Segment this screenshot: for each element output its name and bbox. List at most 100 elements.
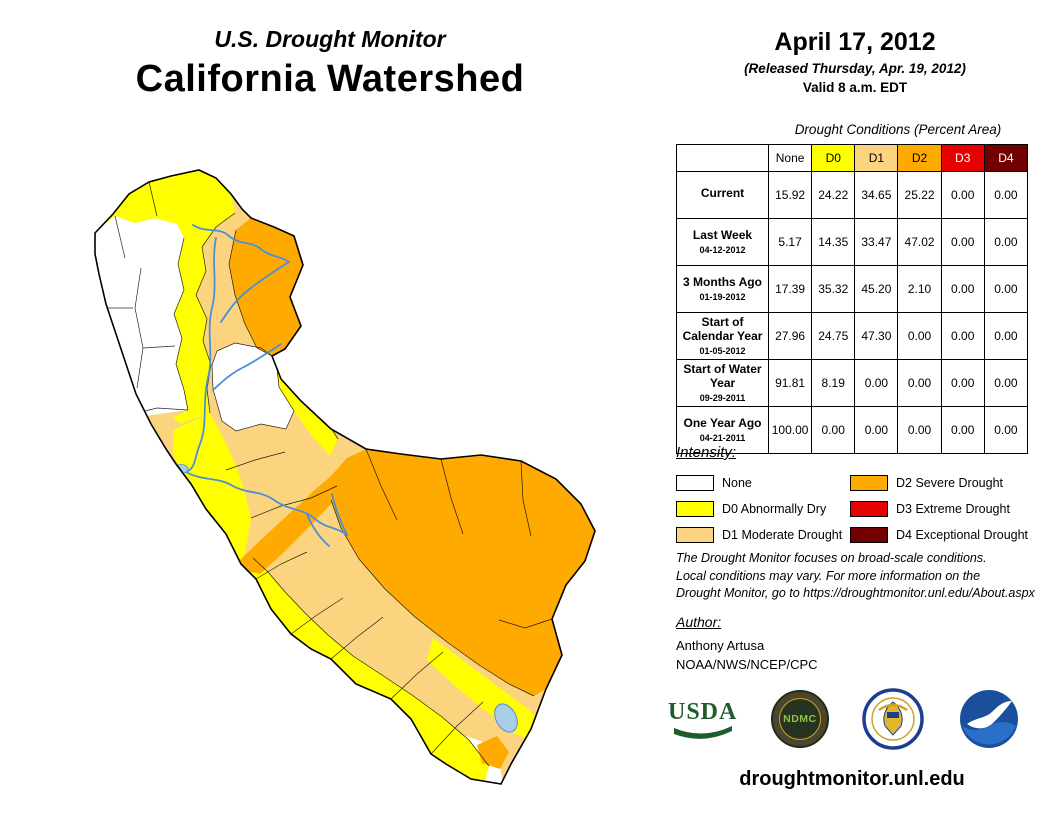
ndmc-logo-ring: NDMC [770,690,829,748]
map-region-none-central [212,343,294,431]
row-label: Current [676,171,769,219]
legend-label: None [722,476,752,490]
value-cell: 24.22 [811,171,856,219]
value-cell: 0.00 [940,359,985,407]
value-cell: 0.00 [983,218,1029,266]
legend-swatch [850,501,888,517]
legend-swatch [850,475,888,491]
ndmc-logo: NDMC [770,690,829,748]
date-block: April 17, 2012 (Released Thursday, Apr. … [690,28,1020,95]
author-block: Author: Anthony Artusa NOAA/NWS/NCEP/CPC [676,614,1006,675]
footer-url: droughtmonitor.unl.edu [739,768,965,790]
column-header-none: None [767,144,813,172]
river-sacramento [185,237,217,473]
river-sierra-tributary-2 [306,513,330,547]
map-region-d2-northeast [229,218,303,356]
san-francisco-bay [173,464,189,474]
value-cell: 34.65 [854,171,899,219]
legend-swatch [676,501,714,517]
usda-logo: USDA [668,700,737,739]
value-cell: 0.00 [983,265,1029,313]
map-region-d0-south-coast [241,558,489,781]
ndmc-logo-text: NDMC [783,713,817,725]
column-header-d4: D4 [983,144,1029,172]
map-region-none-northwest [95,216,188,420]
value-cell: 0.00 [940,171,985,219]
commerce-seal-logo [862,688,925,750]
legend-item-d1: D1 Moderate Drought [676,522,850,548]
column-header-d0: D0 [811,144,856,172]
column-header-d2: D2 [897,144,942,172]
disclaimer: The Drought Monitor focuses on broad-sca… [676,550,1044,603]
legend-label: D4 Exceptional Drought [896,528,1029,542]
legend-label: D2 Severe Drought [896,476,1004,490]
row-label: Last Week 04-12-2012 [676,218,769,266]
disclaimer-line: The Drought Monitor focuses on broad-sca… [676,551,987,565]
map-region-d0-north-band [95,170,235,424]
value-cell: 5.17 [767,218,813,266]
intensity-legend: Intensity: None D0 Abnormally Dry D1 Mod… [676,444,1036,548]
drought-map-svg [94,169,596,785]
value-cell: 2.10 [897,265,942,313]
river-san-joaquin [185,471,348,536]
table-row: Last Week 04-12-2012 5.17 14.35 33.47 47.… [676,218,1029,266]
map-region-d0-valley-bay [173,413,251,563]
agency-logos: USDA NDMC [668,686,1020,752]
value-cell: 0.00 [897,312,942,360]
disclaimer-line: Drought Monitor, go to https://droughtmo… [676,586,1035,600]
table-row: One Year Ago 04-21-2011 100.00 0.00 0.00 … [676,406,1029,454]
table-row: Start of Calendar Year 01-05-2012 27.96 2… [676,312,1029,360]
value-cell: 25.22 [897,171,942,219]
legend-item-d3: D3 Extreme Drought [850,496,1036,522]
value-cell: 0.00 [940,218,985,266]
author-organization: NOAA/NWS/NCEP/CPC [676,656,818,672]
value-cell: 0.00 [940,265,985,313]
legend-title: Intensity: [676,444,737,461]
page-title: California Watershed [135,58,525,100]
value-cell: 47.02 [897,218,942,266]
column-header-d1: D1 [854,144,899,172]
value-cell: 24.75 [811,312,856,360]
left-header: U.S. Drought Monitor California Watershe… [60,26,600,101]
value-cell: 45.20 [854,265,899,313]
value-cell: 17.39 [767,265,813,313]
value-cell: 0.00 [983,359,1029,407]
value-cell: 33.47 [854,218,899,266]
row-label: One Year Ago 04-21-2011 [676,406,769,454]
program-title: U.S. Drought Monitor [214,26,446,52]
river-sierra-tributary-1 [331,493,348,536]
rivers [185,224,348,547]
watershed-boundaries [105,181,553,767]
table-title: Drought Conditions (Percent Area) [794,122,1002,137]
author-name: Anthony Artusa [676,638,765,653]
table-row: 3 Months Ago 01-19-2012 17.39 35.32 45.20… [676,265,1029,313]
value-cell: 8.19 [811,359,856,407]
legend-swatch [676,527,714,543]
salton-sea [494,703,518,733]
legend-item-d2: D2 Severe Drought [850,470,1036,496]
value-cell: 15.92 [767,171,813,219]
value-cell: 35.32 [811,265,856,313]
value-cell: 0.00 [854,359,899,407]
value-cell: 100.00 [767,406,813,454]
table-row: Start of Water Year 09-29-2011 91.81 8.19… [676,359,1029,407]
value-cell: 0.00 [897,406,942,454]
value-cell: 0.00 [940,406,985,454]
legend-item-d0: D0 Abnormally Dry [676,496,850,522]
value-cell: 0.00 [983,406,1029,454]
value-cell: 0.00 [897,359,942,407]
noaa-logo [958,688,1020,750]
legend-label: D3 Extreme Drought [896,502,1010,516]
table-corner-cell [676,144,769,172]
disclaimer-line: Local conditions may vary. For more info… [676,568,981,583]
value-cell: 0.00 [983,312,1029,360]
legend-item-d4: D4 Exceptional Drought [850,522,1036,548]
usda-swoosh-icon [673,725,732,739]
legend-label: D0 Abnormally Dry [722,502,827,516]
drought-conditions-table: None D0 D1 D2 D3 D4 Current 15.92 24.22 … [676,144,1029,454]
value-cell: 14.35 [811,218,856,266]
drought-table-block: Drought Conditions (Percent Area) None D… [676,122,1029,454]
value-cell: 0.00 [983,171,1029,219]
commerce-seal-icon [862,688,925,750]
row-label: Start of Calendar Year 01-05-2012 [676,312,769,360]
